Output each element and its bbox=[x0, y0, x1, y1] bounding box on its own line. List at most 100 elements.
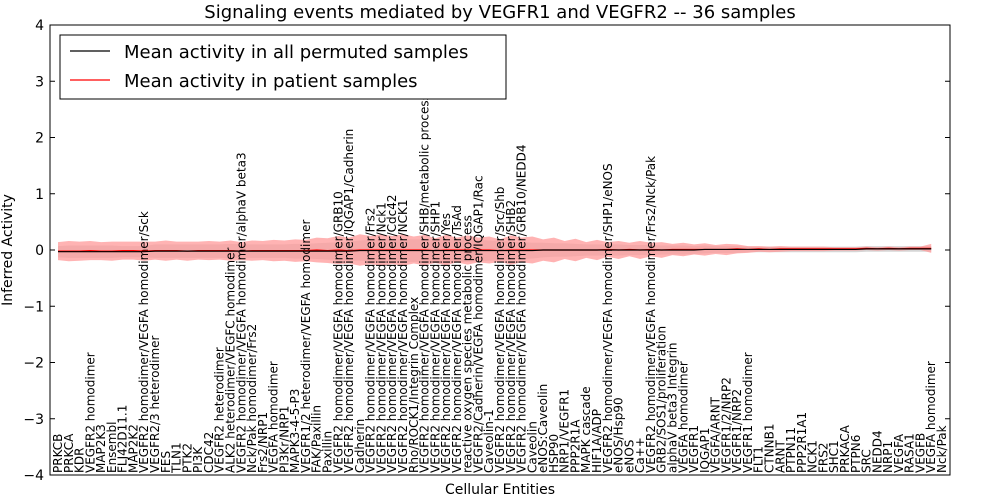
x-tick-label: PI3K bbox=[191, 446, 205, 473]
x-tick-label: FAK/Paxillin bbox=[310, 405, 324, 473]
x-tick-label: ALK2 heterodimer/VEGFC homodimer bbox=[223, 248, 237, 473]
x-tick-label: Nck/Pak bbox=[935, 425, 949, 473]
chart-title: Signaling events mediated by VEGFR1 and … bbox=[204, 2, 795, 23]
x-tick-label: VEGFR2 homodimer/VEGFA homodimer/Sck bbox=[137, 211, 151, 473]
x-tick-label: ARNT bbox=[773, 439, 787, 473]
x-tick-label: NEDD4 bbox=[870, 430, 884, 473]
x-tick-label: VEGFR1/2 heterodimer/VEGFA homodimer bbox=[299, 220, 313, 473]
x-tick-label: VEGFR2 homodimer/VEGFA homodimer/alphaV … bbox=[234, 152, 248, 473]
x-tick-label: RASA1 bbox=[903, 433, 917, 473]
y-tick-label: −2 bbox=[23, 356, 44, 372]
permuted-mean-line bbox=[58, 248, 932, 253]
x-tick-label: MAP2K3 bbox=[94, 424, 108, 473]
x-tick-label: eNOS/Hsp90 bbox=[612, 397, 626, 473]
x-tick-label: Caveolin-1 bbox=[482, 409, 496, 473]
lines-layer bbox=[58, 247, 932, 253]
x-tick-label: PRKACA bbox=[838, 424, 852, 473]
x-tick-label: VEGFR2 homodimer/VEGFA homodimer/Src/Shb bbox=[493, 187, 507, 473]
legend-label-patient: Mean activity in patient samples bbox=[124, 71, 418, 92]
x-tick-label: eNOS:Caveolin bbox=[536, 384, 550, 473]
x-tick-label: VEGFR2 homodimer/VEGFA homodimer/SHB/met… bbox=[418, 94, 432, 473]
x-tick-label: HSP90 bbox=[547, 434, 561, 473]
x-tick-label: TLN1 bbox=[170, 442, 184, 474]
y-tick-label: −1 bbox=[23, 299, 44, 315]
x-tick-label: VEGFR2 homodimer/VEGFA homodimer/Frs2/Nc… bbox=[644, 156, 658, 473]
x-axis-label: Cellular Entities bbox=[445, 482, 555, 498]
x-tick-label: PTK2 bbox=[180, 443, 194, 473]
y-axis: −4 −3 −2 −1 0 1 2 3 4 bbox=[23, 18, 950, 484]
x-tick-label: VEGFR2 homodimer/VEGFA homodimer/Yes bbox=[439, 213, 453, 473]
legend-box bbox=[59, 34, 507, 100]
x-tick-label: NCK1 bbox=[806, 440, 820, 473]
x-tick-label: PTPN6 bbox=[849, 435, 863, 473]
x-tick-label: VEGFR2 homodimer/VEGFA homodimer/SHP1 bbox=[428, 201, 442, 473]
x-tick-label: NRP1 bbox=[881, 441, 895, 473]
x-tick-label: SHC1 bbox=[827, 440, 841, 473]
plot-frame bbox=[49, 24, 951, 476]
x-tick-label: Ca++ bbox=[633, 437, 647, 473]
y-tick-label: −4 bbox=[23, 468, 44, 484]
y-tick-label: 0 bbox=[35, 243, 44, 259]
x-tick-label: Ensembl bbox=[105, 422, 119, 473]
y-tick-label: −3 bbox=[23, 412, 44, 428]
x-tick-label: reactive oxygen species metabolic proces… bbox=[461, 215, 475, 473]
x-tick-label: VEGFR2 homodimer/VEGFA homodimer/Cdc42 bbox=[385, 194, 399, 473]
x-tick-label: Frs2/NRP1 bbox=[256, 412, 270, 473]
x-tick-label: GRB2/SOS1/proliferation bbox=[655, 326, 669, 473]
x-tick-label: VEGFR2 homodimer bbox=[83, 352, 97, 473]
x-tick-label: SRC bbox=[860, 449, 874, 473]
x-tick-label: VEGFA homodimer bbox=[267, 361, 281, 473]
x-tick-label: Cadherin bbox=[353, 419, 367, 473]
y-axis-label: Inferred Activity bbox=[0, 194, 16, 306]
x-tick-label: FES bbox=[159, 451, 173, 473]
x-tick-label: FLT1 bbox=[752, 446, 766, 473]
x-tick-label: CTNNB1 bbox=[763, 423, 777, 473]
x-tick-label: VEGFA homodimer bbox=[676, 361, 690, 473]
x-tick-label: VEGFR2 heterodimer bbox=[213, 347, 227, 473]
x-tick-label: Rho/ROCK1/Integrin Complex bbox=[407, 297, 421, 473]
x-tick-label: NRP1/VEGFR1 bbox=[558, 389, 572, 473]
x-tick-label: Caveolin bbox=[525, 421, 539, 473]
x-tick-label: VEGFR2 homodimer/VEGFA homodimer/NCK1 bbox=[396, 199, 410, 473]
x-tick-label: PRKCB bbox=[51, 434, 65, 473]
x-tick-label: HIF1A/ADP bbox=[590, 409, 604, 473]
x-tick-label: Nck/Pak homodimer/Frs2 bbox=[245, 324, 259, 473]
x-tick-label: IQGAP1 bbox=[698, 428, 712, 473]
x-tick-label: VEGFR1 homodimer bbox=[741, 352, 755, 473]
y-tick-label: 3 bbox=[35, 74, 44, 90]
x-tick-label: MAPK3-4-5-P3 bbox=[288, 389, 302, 473]
x-tick-label: alphaV beta3 Integrin bbox=[665, 342, 679, 473]
x-tick-label: CDC42 bbox=[202, 432, 216, 473]
x-tick-label: KDR bbox=[73, 448, 87, 473]
x-tick-label: PPP2R1A bbox=[568, 419, 582, 473]
x-tick-label: FRS2 bbox=[816, 443, 830, 474]
x-tick-label: VEGFR2 homodimer/VEGFA homodimer/Nck1 bbox=[374, 202, 388, 473]
x-tick-label: VEGFR2 homodimer/VEGFA homodimer/GRB10/N… bbox=[515, 144, 529, 473]
y-tick-label: 1 bbox=[35, 187, 44, 203]
x-tick-label: MAP2K2 bbox=[126, 424, 140, 473]
y-tick-label: 2 bbox=[35, 131, 44, 147]
x-tick-label: VEGFR2 homodimer/VEGFA homodimer/SHP1/eN… bbox=[601, 163, 615, 473]
x-tick-label: PTPN11 bbox=[784, 427, 798, 473]
legend: Mean activity in all permuted samples Me… bbox=[59, 34, 507, 100]
x-tick-label: VEGFR1/2/NRP2 bbox=[719, 377, 733, 473]
x-tick-label: VEGFR1 bbox=[687, 425, 701, 473]
x-tick-label: PI3Kr/NRP1 bbox=[277, 406, 291, 473]
x-tick-label: VEGFR2 homodimer/VEGFA homodimer/TsAd bbox=[450, 205, 464, 473]
x-tick-label: VEGFA homodimer bbox=[924, 361, 938, 473]
x-tick-label: Paxillin bbox=[321, 431, 335, 473]
x-tick-label: MAPK cascade bbox=[579, 386, 593, 473]
x-tick-label: VEGFR2 homodimer/VEGFA homodimer/IQGAP1/… bbox=[342, 129, 356, 473]
x-tick-label: VEGFA bbox=[892, 433, 906, 473]
y-tick-label: 4 bbox=[35, 18, 44, 34]
x-tick-label: VEGFR1/NRP2 bbox=[730, 389, 744, 473]
x-tick-label: VEGFR2 homodimer/VEGFA homodimer/Frs2 bbox=[364, 208, 378, 474]
x-tick-label: VEGFB bbox=[913, 433, 927, 473]
x-tick-label: FLJ42D11.1 bbox=[116, 405, 130, 473]
legend-label-permuted: Mean activity in all permuted samples bbox=[124, 42, 468, 63]
x-tick-label: PRKCA bbox=[62, 433, 76, 473]
x-tick-label: VEGFR2 homodimer/VEGFA homodimer/GRB10 bbox=[331, 191, 345, 473]
